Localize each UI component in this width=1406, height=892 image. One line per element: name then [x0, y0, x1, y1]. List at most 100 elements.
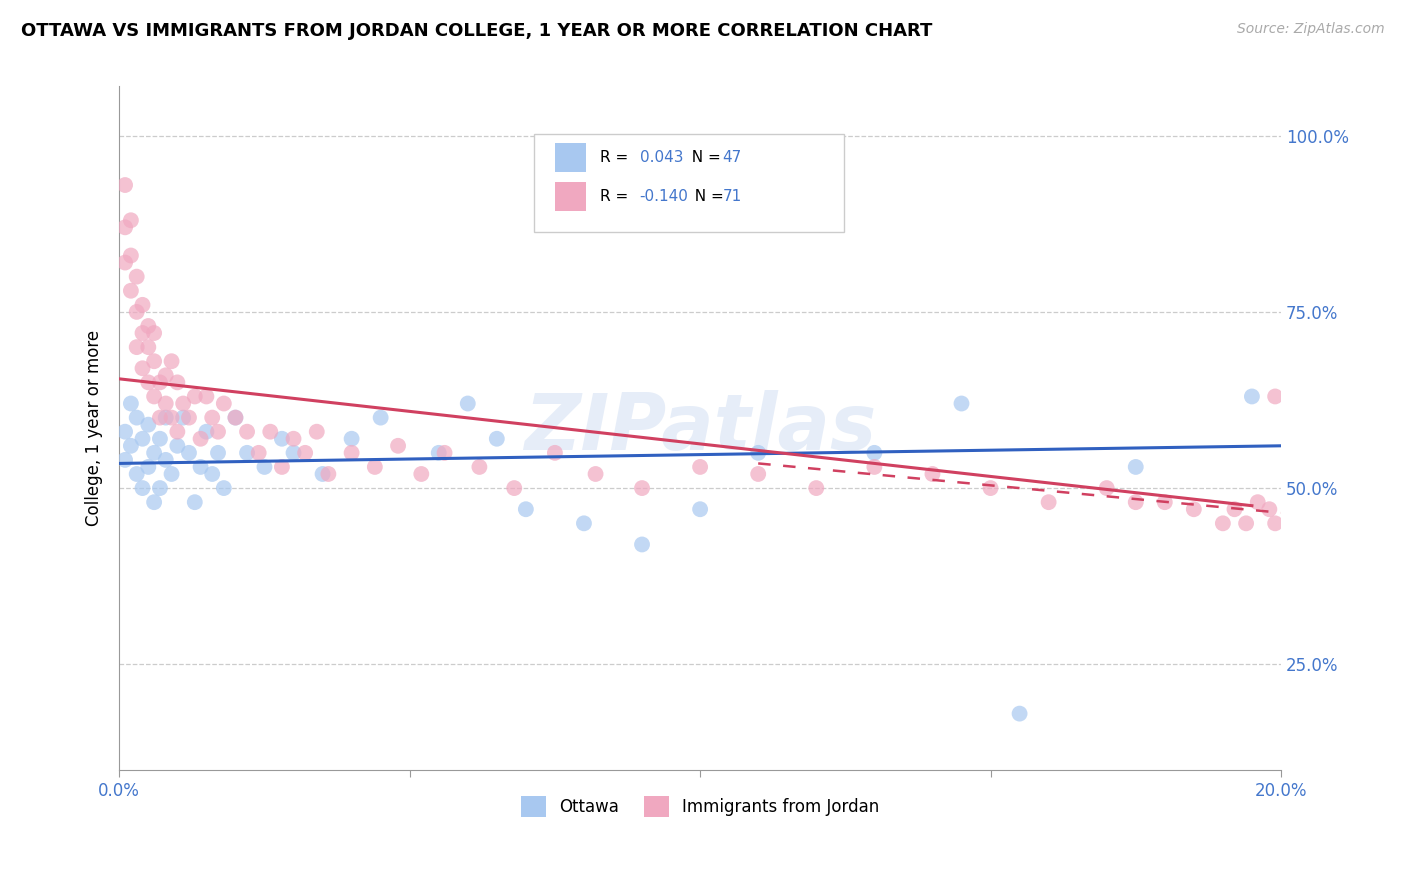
- Point: [1038, 495, 1060, 509]
- Point: [370, 410, 392, 425]
- Point: [166, 376, 188, 390]
- Point: [114, 220, 136, 235]
- Point: [863, 446, 886, 460]
- Point: [457, 396, 479, 410]
- Point: [305, 425, 328, 439]
- Point: [136, 340, 159, 354]
- Point: [143, 326, 166, 340]
- Point: [166, 425, 188, 439]
- Point: [207, 425, 229, 439]
- Point: [747, 446, 769, 460]
- Point: [120, 248, 142, 262]
- Point: [120, 284, 142, 298]
- Point: [149, 432, 172, 446]
- Legend: Ottawa, Immigrants from Jordan: Ottawa, Immigrants from Jordan: [515, 789, 886, 823]
- Text: N =: N =: [682, 151, 725, 165]
- Point: [631, 537, 654, 551]
- Text: Source: ZipAtlas.com: Source: ZipAtlas.com: [1237, 22, 1385, 37]
- Point: [149, 410, 172, 425]
- Point: [1008, 706, 1031, 721]
- Point: [1264, 389, 1286, 403]
- Point: [1125, 495, 1147, 509]
- Point: [131, 361, 153, 376]
- Point: [136, 318, 159, 333]
- Point: [318, 467, 340, 481]
- Point: [131, 326, 153, 340]
- Point: [155, 410, 177, 425]
- Point: [747, 467, 769, 481]
- Point: [340, 432, 363, 446]
- Point: [806, 481, 828, 495]
- Point: [120, 396, 142, 410]
- Point: [364, 459, 387, 474]
- Point: [253, 459, 276, 474]
- Point: [136, 417, 159, 432]
- Point: [294, 446, 316, 460]
- Point: [503, 481, 526, 495]
- Point: [160, 354, 183, 368]
- Point: [114, 178, 136, 192]
- Point: [236, 446, 259, 460]
- Point: [247, 446, 270, 460]
- Y-axis label: College, 1 year or more: College, 1 year or more: [86, 330, 103, 526]
- Point: [1153, 495, 1175, 509]
- Point: [201, 467, 224, 481]
- Point: [433, 446, 456, 460]
- Point: [131, 481, 153, 495]
- Point: [259, 425, 281, 439]
- Point: [950, 396, 973, 410]
- Point: [283, 432, 305, 446]
- Point: [921, 467, 943, 481]
- Point: [125, 467, 148, 481]
- Point: [136, 459, 159, 474]
- Point: [427, 446, 450, 460]
- Text: R =: R =: [600, 189, 634, 203]
- Point: [125, 305, 148, 319]
- Point: [201, 410, 224, 425]
- Point: [1125, 459, 1147, 474]
- Point: [1240, 389, 1263, 403]
- Point: [411, 467, 433, 481]
- Text: OTTAWA VS IMMIGRANTS FROM JORDAN COLLEGE, 1 YEAR OR MORE CORRELATION CHART: OTTAWA VS IMMIGRANTS FROM JORDAN COLLEGE…: [21, 22, 932, 40]
- Text: -0.140: -0.140: [640, 189, 689, 203]
- Point: [131, 298, 153, 312]
- Point: [283, 446, 305, 460]
- Point: [515, 502, 537, 516]
- Point: [160, 467, 183, 481]
- Point: [131, 432, 153, 446]
- Point: [177, 410, 200, 425]
- Point: [585, 467, 607, 481]
- Point: [224, 410, 246, 425]
- Point: [172, 410, 194, 425]
- Point: [143, 446, 166, 460]
- Point: [143, 389, 166, 403]
- Point: [572, 516, 595, 531]
- Text: ZIPatlas: ZIPatlas: [524, 390, 876, 467]
- Point: [271, 432, 294, 446]
- Point: [149, 481, 172, 495]
- Point: [155, 368, 177, 383]
- Point: [184, 495, 207, 509]
- Point: [689, 459, 711, 474]
- Text: 71: 71: [723, 189, 742, 203]
- Point: [207, 446, 229, 460]
- Point: [387, 439, 409, 453]
- Point: [190, 459, 212, 474]
- Point: [125, 410, 148, 425]
- Point: [863, 459, 886, 474]
- Point: [125, 269, 148, 284]
- Point: [114, 425, 136, 439]
- Point: [195, 425, 218, 439]
- Point: [125, 340, 148, 354]
- Point: [544, 446, 567, 460]
- Point: [1223, 502, 1246, 516]
- Point: [177, 446, 200, 460]
- Point: [195, 389, 218, 403]
- Point: [143, 354, 166, 368]
- Point: [1258, 502, 1281, 516]
- Point: [1095, 481, 1118, 495]
- Point: [271, 459, 294, 474]
- Point: [212, 481, 235, 495]
- Point: [190, 432, 212, 446]
- Point: [155, 396, 177, 410]
